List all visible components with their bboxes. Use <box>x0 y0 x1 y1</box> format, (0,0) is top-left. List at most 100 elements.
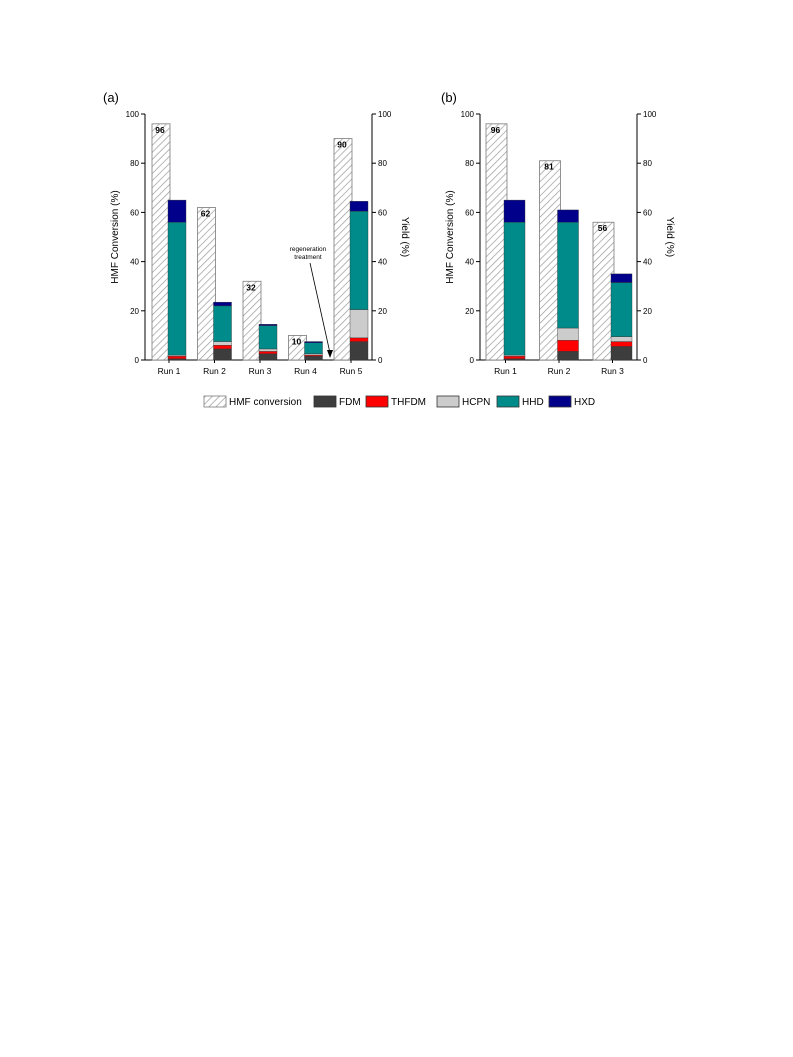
x-tick-label: Run 3 <box>249 366 272 376</box>
left-tick-label: 80 <box>465 159 474 168</box>
y2-axis-title: Yield (%) <box>399 217 410 257</box>
yield-segment-thfdm <box>557 340 579 352</box>
conversion-label: 90 <box>337 140 347 150</box>
right-tick-label: 20 <box>378 307 387 316</box>
legend-label-hcpn: HCPN <box>462 397 490 408</box>
yield-segment-hcpn <box>610 336 633 342</box>
yield-segment-hhd <box>167 222 187 356</box>
left-tick-label: 0 <box>470 356 475 365</box>
yield-segment-fdm <box>349 341 369 361</box>
right-tick-label: 0 <box>378 356 383 365</box>
x-tick-label: Run 2 <box>203 366 226 376</box>
yield-segment-hxd <box>213 301 232 307</box>
yield-segment-hcpn <box>557 327 579 341</box>
x-tick-label: Run 2 <box>548 366 571 376</box>
legend: HMF conversion FDM THFDM HCPN HHD HXD <box>203 395 595 408</box>
yield-segment-hhd <box>349 210 369 310</box>
left-tick-label: 20 <box>130 307 139 316</box>
annotation-line-2: treatment <box>294 254 322 261</box>
yield-segment-thfdm <box>258 351 278 355</box>
panel-label: (a) <box>103 90 119 105</box>
conversion-bar <box>333 138 353 361</box>
yield-segment-thfdm <box>503 356 526 359</box>
left-tick-label: 20 <box>465 307 474 316</box>
yield-segment-hxd <box>557 209 579 223</box>
right-tick-label: 20 <box>643 307 652 316</box>
right-tick-label: 100 <box>643 110 657 119</box>
y2-axis-title: Yield (%) <box>664 217 675 257</box>
left-tick-label: 40 <box>130 258 139 267</box>
x-tick-label: Run 5 <box>340 366 363 376</box>
conversion-bar <box>242 280 262 361</box>
conversion-label: 56 <box>598 223 608 233</box>
yield-segment-hcpn <box>349 309 369 339</box>
right-tick-label: 0 <box>643 356 648 365</box>
conversion-label: 96 <box>155 125 165 135</box>
legend-label-hmf: HMF conversion <box>229 397 302 408</box>
legend-swatch-hmf <box>203 395 227 408</box>
yield-segment-fdm <box>557 351 579 361</box>
conversion-label: 96 <box>491 125 501 135</box>
yield-segment-hhd <box>610 282 633 337</box>
right-tick-label: 60 <box>378 208 387 217</box>
yield-segment-hcpn <box>213 341 232 346</box>
legend-swatch-hcpn <box>436 395 460 408</box>
legend-label-fdm: FDM <box>339 397 361 408</box>
right-tick-label: 40 <box>378 258 387 267</box>
left-tick-label: 60 <box>130 208 139 217</box>
left-tick-label: 100 <box>126 110 140 119</box>
x-tick-label: Run 3 <box>601 366 624 376</box>
yield-segment-thfdm <box>610 341 633 347</box>
yield-segment-fdm <box>213 348 232 361</box>
legend-swatch-fdm <box>313 395 337 408</box>
right-tick-label: 80 <box>643 159 652 168</box>
yield-segment-thfdm <box>349 337 369 342</box>
conversion-label: 81 <box>544 162 554 172</box>
conversion-label: 32 <box>246 282 256 292</box>
conversion-bar <box>151 123 171 361</box>
legend-swatch-thfdm <box>365 395 389 408</box>
left-tick-label: 100 <box>461 110 475 119</box>
right-tick-label: 100 <box>378 110 392 119</box>
x-tick-label: Run 1 <box>494 366 517 376</box>
yield-segment-hhd <box>503 222 526 356</box>
yield-segment-hhd <box>213 305 232 342</box>
right-tick-label: 40 <box>643 258 652 267</box>
yield-segment-hxd <box>349 201 369 212</box>
right-tick-label: 80 <box>378 159 387 168</box>
right-tick-label: 60 <box>643 208 652 217</box>
annotation-arrow-head <box>327 350 333 358</box>
yield-segment-hxd <box>503 199 526 223</box>
yield-segment-thfdm <box>167 356 187 359</box>
yield-segment-hhd <box>557 222 579 329</box>
legend-label-hxd: HXD <box>574 397 595 408</box>
yield-segment-fdm <box>258 353 278 361</box>
legend-label-thfdm: THFDM <box>391 397 426 408</box>
panel-b: (b) 0 0 20 20 40 40 60 60 80 80 100 100 HMF Conversio… <box>441 90 675 376</box>
annotation-arrow-line <box>309 262 331 354</box>
yield-segment-hxd <box>610 273 633 283</box>
yield-segment-fdm <box>304 356 323 361</box>
conversion-label: 10 <box>292 336 302 346</box>
legend-swatch-hhd <box>496 395 520 408</box>
left-tick-label: 40 <box>465 258 474 267</box>
yield-segment-hhd <box>258 325 278 350</box>
yield-segment-hxd <box>167 199 187 223</box>
yield-segment-hcpn <box>258 348 278 352</box>
legend-swatch-hxd <box>548 395 572 408</box>
yield-segment-hxd <box>304 341 323 343</box>
annotation-line-1: regeneration <box>290 246 327 253</box>
x-tick-label: Run 1 <box>158 366 181 376</box>
conversion-label: 62 <box>201 208 211 218</box>
left-tick-label: 60 <box>465 208 474 217</box>
left-tick-label: 80 <box>130 159 139 168</box>
x-tick-label: Run 4 <box>294 366 317 376</box>
yield-segment-hhd <box>304 342 323 355</box>
panel-a: (a) 0 0 20 20 40 40 60 60 80 80 100 100 HMF Conversio… <box>103 90 410 376</box>
panel-label: (b) <box>441 90 457 105</box>
left-tick-label: 0 <box>135 356 140 365</box>
conversion-bar <box>197 207 216 361</box>
yield-segment-fdm <box>610 346 633 361</box>
y-axis-title: HMF Conversion (%) <box>445 190 456 283</box>
